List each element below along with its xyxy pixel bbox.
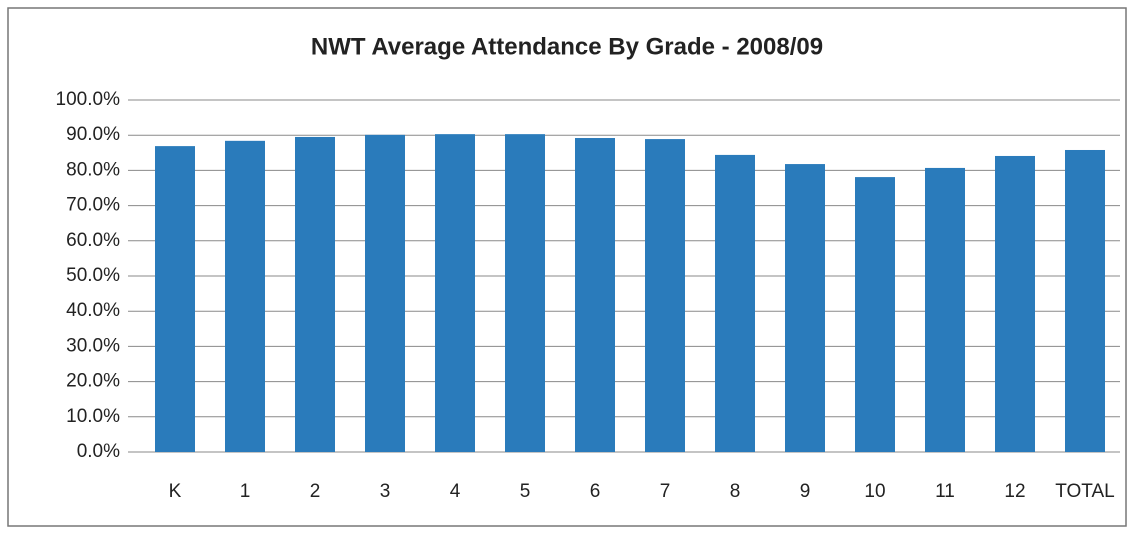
bar [295, 136, 335, 452]
bar [785, 164, 825, 452]
bar [365, 134, 405, 452]
x-tick-label: 8 [730, 481, 741, 502]
y-tick-label: 80.0% [66, 159, 120, 180]
y-tick-label: 70.0% [66, 195, 120, 216]
x-tick-label: 1 [240, 481, 251, 502]
bar [645, 139, 685, 452]
x-tick-label: 3 [380, 481, 391, 502]
y-tick-label: 60.0% [66, 230, 120, 251]
y-tick-label: 0.0% [77, 441, 120, 462]
x-tick-label: 7 [660, 481, 671, 502]
y-tick-label: 50.0% [66, 265, 120, 286]
bar [925, 167, 965, 452]
x-tick-label: 5 [520, 481, 531, 502]
bar [505, 134, 545, 453]
y-tick-label: 40.0% [66, 300, 120, 321]
x-tick-label: K [169, 481, 182, 502]
x-tick-label: 11 [935, 481, 955, 502]
y-tick-label: 10.0% [66, 406, 120, 427]
x-tick-label: 12 [1004, 481, 1025, 502]
y-tick-label: 100.0% [56, 89, 121, 110]
x-tick-label: 10 [864, 481, 885, 502]
x-tick-label: TOTAL [1055, 481, 1114, 502]
bar [855, 177, 895, 452]
bar [995, 155, 1035, 452]
chart-title: NWT Average Attendance By Grade - 2008/0… [311, 33, 823, 60]
bar [225, 140, 265, 452]
bar [575, 138, 615, 453]
bar [435, 134, 475, 453]
bar [1065, 149, 1105, 452]
y-tick-label: 30.0% [66, 335, 120, 356]
x-tick-label: 2 [310, 481, 321, 502]
x-tick-label: 6 [590, 481, 601, 502]
bar [715, 154, 755, 453]
x-tick-label: 4 [450, 481, 461, 502]
bar [155, 146, 195, 452]
x-tick-label: 9 [800, 481, 811, 502]
y-tick-label: 90.0% [66, 124, 120, 145]
y-tick-label: 20.0% [66, 371, 120, 392]
